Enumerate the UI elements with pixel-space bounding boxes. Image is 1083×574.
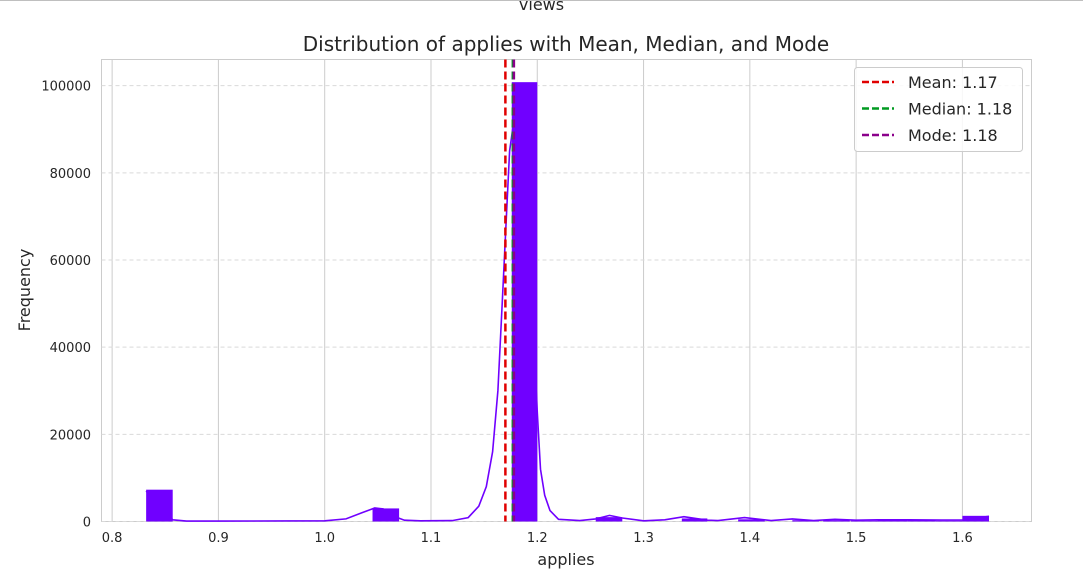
kde-curve xyxy=(145,104,990,522)
y-tick-label: 0 xyxy=(83,516,91,531)
y-tick-label: 80000 xyxy=(50,167,91,182)
reference-lines xyxy=(504,59,516,522)
legend-label: Median: 1.18 xyxy=(908,100,1012,119)
x-tick-label: 1.4 xyxy=(739,531,760,546)
histogram-bar xyxy=(738,519,765,522)
histogram-bar xyxy=(823,520,850,522)
previous-figure-xlabel: views xyxy=(518,0,565,14)
histogram-bar xyxy=(850,520,878,522)
histogram-bar xyxy=(372,508,400,522)
previous-figure-border xyxy=(0,0,1083,1)
y-tick-label: 20000 xyxy=(50,428,91,443)
x-axis-label: applies xyxy=(537,550,594,569)
x-tick-label: 0.9 xyxy=(208,531,229,546)
histogram-bar xyxy=(595,517,623,522)
x-tick-label: 1.6 xyxy=(952,531,973,546)
histogram-bar xyxy=(935,520,963,522)
x-tick-label: 1.1 xyxy=(421,531,442,546)
y-tick-labels: 0 20000 40000 60000 80000 100000 xyxy=(41,80,91,531)
y-tick-label: 60000 xyxy=(50,254,91,269)
chart-title: Distribution of applies with Mean, Media… xyxy=(303,32,829,56)
x-tick-label: 1.3 xyxy=(633,531,654,546)
legend: Mean: 1.17 Median: 1.18 Mode: 1.18 xyxy=(854,67,1023,152)
histogram-bar xyxy=(877,520,908,522)
legend-label: Mode: 1.18 xyxy=(908,126,998,145)
histogram-bar xyxy=(907,520,936,522)
legend-label: Mean: 1.17 xyxy=(908,73,998,92)
legend-box xyxy=(854,67,1023,152)
y-tick-label: 100000 xyxy=(41,80,91,95)
x-tick-label: 1.2 xyxy=(527,531,548,546)
x-tick-label: 1.5 xyxy=(846,531,867,546)
x-tick-labels: 0.8 0.9 1.0 1.1 1.2 1.3 1.4 1.5 1.6 xyxy=(102,531,973,546)
histogram-bar xyxy=(681,518,708,522)
y-tick-label: 40000 xyxy=(50,341,91,356)
x-tick-label: 0.8 xyxy=(102,531,123,546)
x-tick-label: 1.0 xyxy=(314,531,335,546)
y-axis-label: Frequency xyxy=(15,249,34,332)
histogram-bar xyxy=(792,520,819,522)
